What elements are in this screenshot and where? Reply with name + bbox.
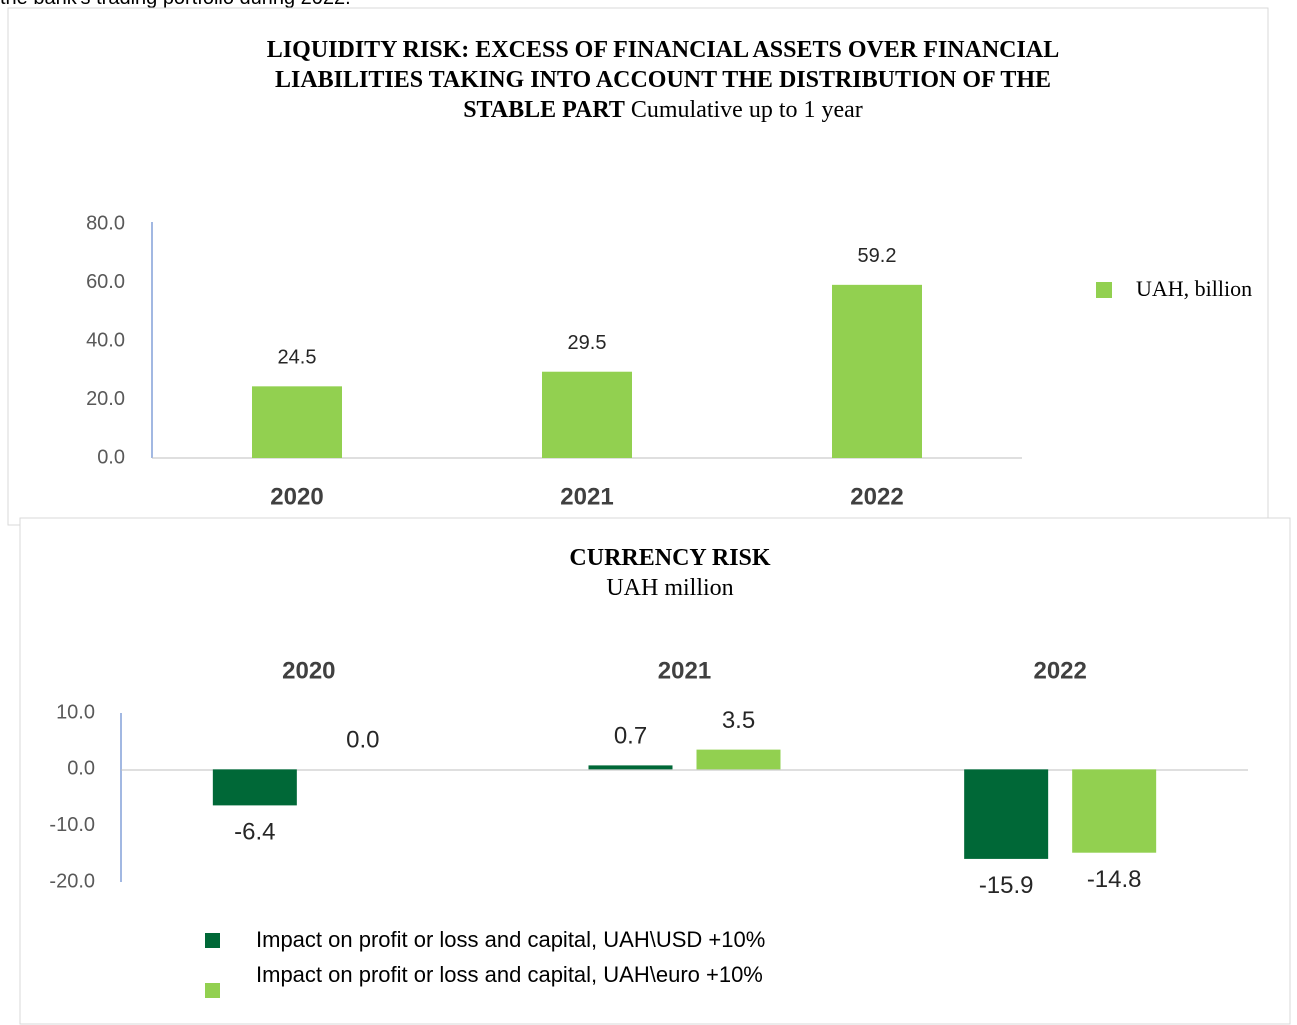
legend-swatch	[205, 933, 220, 948]
legend-label: Impact on profit or loss and capital, UA…	[256, 927, 765, 952]
bar	[252, 386, 342, 458]
chart-subtitle: UAH million	[606, 575, 734, 601]
y-tick-label: 20.0	[86, 388, 125, 410]
x-tick-label: 2020	[282, 657, 335, 684]
chart-subtitle: Cumulative up to 1 year	[630, 97, 863, 123]
y-tick-label: -10.0	[49, 814, 95, 836]
y-tick-label: 60.0	[86, 271, 125, 293]
y-tick-label: 40.0	[86, 329, 125, 351]
x-tick-label: 2021	[560, 483, 613, 510]
chart-title-block: LIQUIDITY RISK: EXCESS OF FINANCIAL ASSE…	[243, 35, 1083, 125]
data-label: -6.4	[234, 819, 275, 846]
legend-swatch	[1096, 282, 1112, 298]
data-label: 24.5	[278, 347, 317, 369]
data-label: 29.5	[568, 332, 607, 354]
legend-swatch	[205, 983, 220, 998]
bar	[542, 371, 632, 458]
y-tick-label: 10.0	[56, 701, 95, 723]
y-tick-label: 80.0	[86, 212, 125, 234]
x-tick-label: 2020	[270, 483, 323, 510]
data-label: 0.7	[614, 723, 647, 750]
chart-title: LIQUIDITY RISK: EXCESS OF FINANCIAL ASSE…	[266, 37, 1060, 123]
data-label: 0.0	[346, 727, 379, 754]
bar	[832, 284, 922, 458]
x-tick-label: 2021	[658, 657, 711, 684]
header-text: the bank's trading portfolio during 2022…	[0, 0, 351, 10]
bar	[212, 769, 297, 806]
bar	[1072, 769, 1157, 853]
legend-label: UAH, billion	[1136, 276, 1252, 301]
chart-title-block: CURRENCY RISK UAH million	[420, 543, 920, 603]
data-label: 3.5	[722, 707, 755, 734]
data-label: -14.8	[1087, 866, 1142, 893]
data-label: 59.2	[858, 245, 897, 267]
bar	[964, 769, 1049, 859]
bar	[588, 765, 673, 770]
y-tick-label: 0.0	[67, 758, 95, 780]
y-tick-label: 0.0	[97, 446, 125, 468]
x-tick-label: 2022	[1033, 657, 1086, 684]
data-label: -15.9	[979, 872, 1034, 899]
y-tick-label: -20.0	[49, 870, 95, 892]
chart-title: CURRENCY RISK	[569, 545, 771, 571]
bar	[696, 749, 781, 770]
legend-label: Impact on profit or loss and capital, UA…	[256, 962, 763, 987]
x-tick-label: 2022	[850, 483, 903, 510]
